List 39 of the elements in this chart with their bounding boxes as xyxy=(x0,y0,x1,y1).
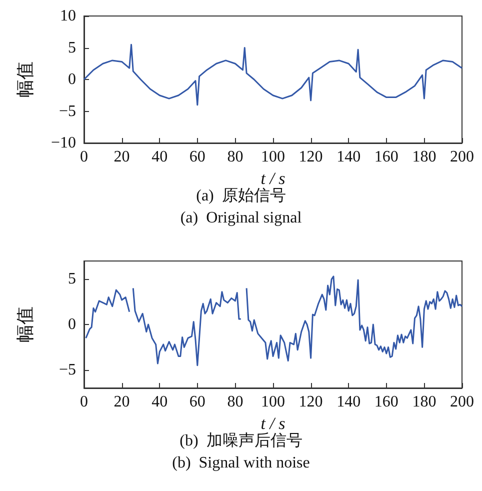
text: (b) Signal with noise xyxy=(172,454,310,472)
x-tick-label: 180 xyxy=(412,148,436,166)
x-tick-label: 20 xyxy=(114,394,130,410)
x-axis-title: t / s xyxy=(260,168,286,188)
text: (b) 加噪声后信号 xyxy=(180,432,302,450)
text: (a) Original signal xyxy=(180,210,302,226)
x-tick-label: 120 xyxy=(298,148,323,166)
x-tick-label: 180 xyxy=(412,394,436,410)
x-tick-label: 160 xyxy=(374,148,398,166)
x-tick-label: 0 xyxy=(80,394,88,410)
x-axis-title: t / s xyxy=(260,414,286,433)
x-tick-label: 40 xyxy=(152,394,168,410)
y-tick-label: −5 xyxy=(58,102,76,120)
x-tick-label: 80 xyxy=(227,394,244,410)
y-tick-label: 5 xyxy=(68,270,76,288)
text: (a) 原始信号 xyxy=(196,188,286,204)
x-tick-label: 100 xyxy=(261,394,285,410)
y-axis-title: 幅值 xyxy=(15,306,35,342)
x-tick-label: 60 xyxy=(189,148,206,166)
x-tick-label: 120 xyxy=(298,394,323,410)
x-tick-label: 200 xyxy=(450,394,474,410)
y-axis-title: 幅值 xyxy=(15,62,35,98)
line-series xyxy=(83,44,463,106)
x-tick-label: 200 xyxy=(450,148,474,166)
x-tick-label: 20 xyxy=(114,148,130,166)
x-tick-label: 80 xyxy=(227,148,244,166)
y-tick-label: −5 xyxy=(58,361,76,378)
x-tick-label: 100 xyxy=(261,148,285,166)
y-tick-label: −10 xyxy=(50,134,76,152)
y-tick-label: 10 xyxy=(60,8,76,24)
x-tick-label: 40 xyxy=(152,148,168,166)
x-tick-label: 160 xyxy=(374,394,398,410)
x-tick-label: 140 xyxy=(336,394,361,410)
x-tick-label: 140 xyxy=(336,148,361,166)
y-tick-label: 0 xyxy=(68,316,76,333)
x-tick-label: 0 xyxy=(80,148,88,166)
x-tick-label: 60 xyxy=(189,394,206,410)
y-tick-label: 0 xyxy=(68,71,76,88)
y-tick-label: 5 xyxy=(68,39,76,56)
